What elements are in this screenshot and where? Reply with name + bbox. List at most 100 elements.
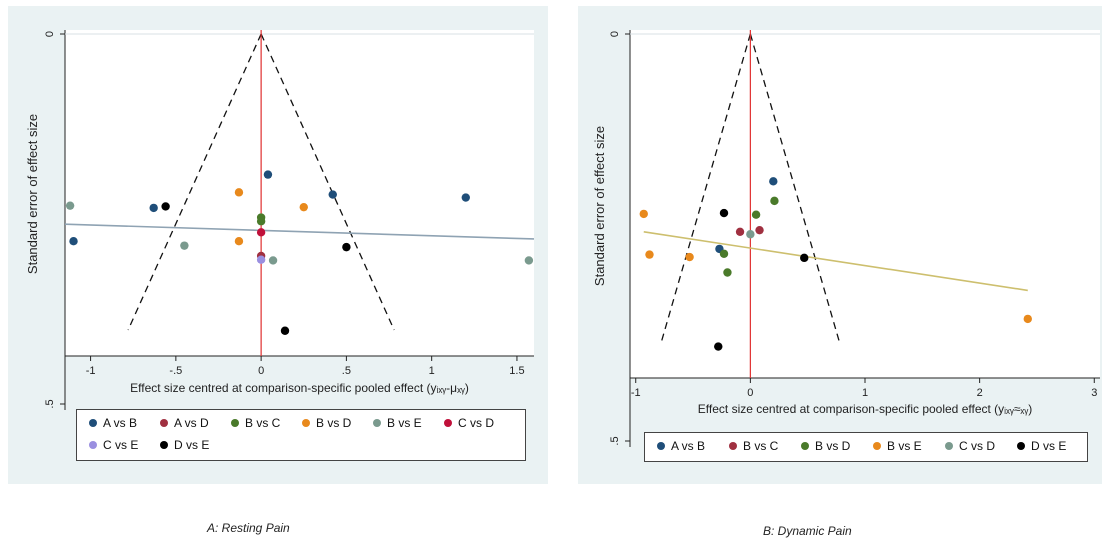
x-tick-label: -1 (86, 365, 96, 377)
legend-item: B vs C (729, 439, 778, 453)
x-tick-label: 2 (977, 387, 983, 399)
plot-area (630, 30, 1100, 378)
legend-marker (160, 440, 168, 449)
point-d-vs-e (280, 326, 290, 335)
legend-item: C vs D (945, 439, 995, 453)
legend-label: B vs C (743, 439, 779, 453)
point-d-vs-e (161, 202, 170, 211)
legend-label: A vs B (671, 439, 706, 453)
legend-marker (729, 441, 737, 450)
y-axis-title: Standard error of effect size (592, 126, 607, 286)
legend-marker (873, 441, 881, 450)
y-tick-label: .5 (44, 399, 56, 408)
point-b-vs-d (234, 188, 244, 197)
x-axis-title: Effect size centred at comparison-specif… (130, 381, 469, 395)
legend-marker (89, 418, 97, 427)
legend-marker (1017, 441, 1025, 450)
point-d-vs-e (714, 342, 723, 351)
legend-item: A vs D (160, 416, 209, 430)
legend-label: B vs E (387, 416, 422, 430)
legend-label: B vs C (245, 416, 281, 430)
legend-marker (945, 441, 953, 450)
point-a-vs-b (263, 170, 273, 179)
caption-a: A: Resting Pain (207, 521, 290, 535)
point-b-vs-d (770, 196, 779, 206)
point-a-vs-b (69, 237, 78, 246)
point-b-vs-e (685, 252, 694, 262)
point-b-vs-e (639, 209, 648, 219)
legend-item: C vs E (89, 438, 138, 452)
legend-label: B vs E (887, 439, 922, 453)
legend-label: A vs D (174, 416, 209, 430)
legend-item: D vs E (160, 438, 209, 452)
point-a-vs-b (769, 177, 778, 186)
point-b-vs-c (735, 227, 745, 237)
panel-dynamic-pain: 0 .5 -1 0 1 2 3 Effect size centred at comparis… (578, 6, 1102, 484)
legend-label: A vs B (103, 416, 138, 430)
legend-item: B vs D (801, 439, 850, 453)
point-b-vs-e (268, 256, 278, 265)
funnel-right-line (749, 33, 841, 344)
point-b-vs-e (180, 241, 189, 250)
y-tick-label: 0 (609, 31, 621, 37)
legend-label: C vs E (103, 438, 139, 452)
x-tick-label: 0 (258, 365, 264, 377)
funnel-plot-a: 0 .5 -1 -.5 0 .5 1 1.5 Effect size centred at co… (25, 30, 535, 410)
point-b-vs-d (299, 202, 308, 212)
legend-item: A vs B (657, 439, 705, 453)
legend-label: D vs E (1031, 439, 1067, 453)
legend-marker (373, 418, 381, 427)
x-tick-label: 1 (862, 387, 868, 399)
point-b-vs-d (723, 268, 732, 277)
x-tick-label: 1 (429, 365, 435, 377)
point-c-vs-e (256, 255, 266, 264)
y-axis-title: Standard error of effect size (25, 114, 40, 274)
fit-line (64, 223, 535, 240)
y-tick-label: .5 (609, 436, 621, 445)
point-b-vs-d (234, 237, 244, 246)
point-d-vs-e (719, 208, 729, 218)
legend-b: A vs B B vs C B vs D B vs E C vs D D vs E (644, 432, 1088, 462)
point-a-vs-b (328, 190, 337, 199)
point-a-vs-b (149, 203, 158, 213)
point-b-vs-d (751, 210, 761, 219)
x-tick-label: 1.5 (509, 365, 524, 377)
point-b-vs-c (256, 217, 266, 226)
point-c-vs-d (746, 230, 755, 239)
point-d-vs-e (342, 242, 351, 252)
x-tick-label: -.5 (169, 365, 182, 377)
point-a-vs-b (461, 193, 470, 202)
legend-item: D vs E (1017, 439, 1066, 453)
legend-marker (231, 418, 239, 427)
funnel-right-line (260, 33, 395, 331)
legend-marker (160, 418, 168, 427)
legend-label: B vs D (316, 416, 352, 430)
legend-label: C vs D (458, 416, 494, 430)
point-b-vs-e (1023, 314, 1032, 324)
y-tick-label: 0 (44, 31, 56, 37)
x-tick-label: 0 (747, 387, 753, 399)
legend-marker (302, 418, 310, 427)
point-b-vs-c (755, 225, 764, 235)
plot-area (65, 30, 534, 356)
funnel-left-line (127, 33, 262, 331)
point-b-vs-e (524, 256, 534, 265)
point-b-vs-e (65, 201, 75, 210)
legend-label: C vs D (959, 439, 995, 453)
x-tick-label: .5 (342, 365, 351, 377)
point-d-vs-e (800, 253, 809, 263)
x-tick-label: 3 (1091, 387, 1097, 399)
legend-label: D vs E (174, 438, 210, 452)
legend-item: A vs B (89, 416, 137, 430)
x-tick-label: -1 (631, 387, 641, 399)
x-axis-title: Effect size centred at comparison-specif… (698, 402, 1032, 416)
legend-item: C vs D (444, 416, 494, 430)
legend-marker (444, 418, 452, 427)
funnel-plot-b: 0 .5 -1 0 1 2 3 Effect size centred at comparis… (592, 30, 1100, 447)
point-b-vs-d (719, 249, 729, 258)
point-b-vs-e (645, 250, 654, 259)
funnel-left-line (660, 33, 751, 344)
fit-line (643, 231, 1028, 292)
legend-label: B vs D (815, 439, 851, 453)
panel-resting-pain: 0 .5 -1 -.5 0 .5 1 1.5 Effect size centred at co… (8, 6, 548, 484)
